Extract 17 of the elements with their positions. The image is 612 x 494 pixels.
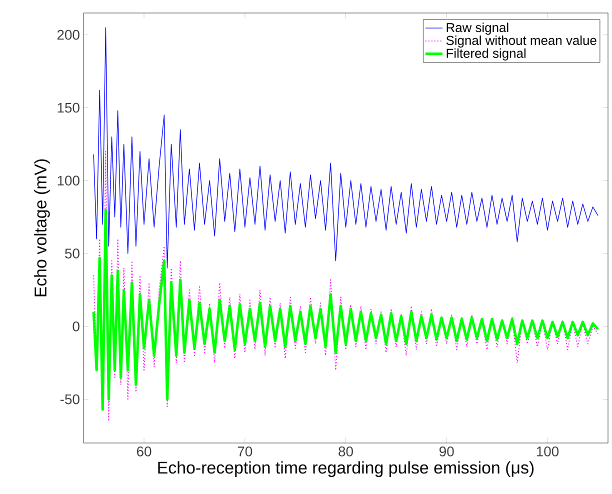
y-tick-label: 100: [58, 176, 80, 186]
legend-label: Raw signal: [446, 22, 508, 35]
y-tick-label: 50: [65, 248, 80, 258]
line-series: [92, 208, 600, 411]
y-tick-label: -50: [60, 394, 80, 404]
y-tick-label: 200: [57, 30, 80, 40]
x-tick-label: 90: [440, 446, 454, 456]
y-axis-title: Echo voltage (mV): [34, 159, 50, 296]
x-tick-label: 70: [238, 446, 252, 456]
y-tick-label: 0: [72, 321, 80, 332]
y-tick-label: 150: [58, 102, 80, 113]
x-axis-title: Echo-reception time regarding pulse emission (μs): [158, 461, 534, 478]
x-tick-label: 60: [136, 446, 152, 456]
x-tick-label: 100: [536, 446, 559, 456]
x-tick-label: 80: [338, 446, 353, 456]
legend-label: Signal without mean value: [446, 36, 596, 48]
legend-label: Filtered signal: [446, 48, 526, 60]
